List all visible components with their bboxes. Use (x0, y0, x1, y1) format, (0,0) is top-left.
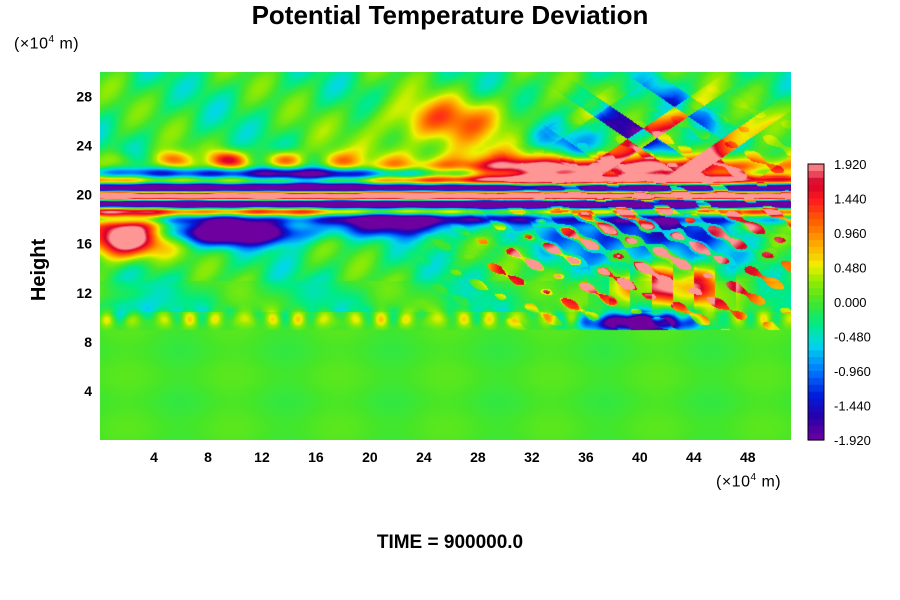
y-tick-label: 12 (76, 285, 92, 301)
colorbar-segment (808, 433, 824, 441)
y-tick-label: 20 (76, 187, 92, 203)
colorbar-segment (808, 281, 824, 289)
x-tick-label: 12 (254, 449, 270, 465)
colorbar-segment (808, 253, 824, 262)
x-tick-label: 20 (362, 449, 378, 465)
x-tick-label: 36 (578, 449, 594, 465)
colorbar-segment (808, 288, 824, 296)
x-axis-unit: (×104 m) (716, 472, 782, 491)
colorbar-segment (808, 350, 824, 358)
y-tick-label: 28 (76, 89, 92, 105)
temperature-field-heatmap (100, 72, 791, 440)
x-tick-label: 24 (416, 449, 432, 465)
colorbar-segment (808, 364, 824, 372)
colorbar-segment (808, 308, 824, 317)
x-tick-label: 8 (204, 449, 212, 465)
colorbar-segment (808, 184, 824, 193)
colorbar-segment (808, 267, 824, 275)
y-tick-label: 8 (84, 334, 92, 350)
colorbar-tick-label: 0.000 (834, 295, 867, 310)
x-tick-label: 4 (150, 449, 158, 465)
colorbar-tick-label: 0.480 (834, 261, 867, 276)
colorbar-tick-label: 0.960 (834, 226, 867, 241)
colorbar-segment (808, 357, 824, 365)
colorbar-tick-label: -0.960 (834, 364, 871, 379)
colorbar-tick-label: -1.440 (834, 399, 871, 414)
colorbar-tick-label: 1.440 (834, 192, 867, 207)
colorbar-segment (808, 405, 824, 413)
colorbar-segment (808, 233, 824, 241)
colorbar-segment (808, 295, 824, 303)
colorbar-tick-label: -1.920 (834, 433, 871, 448)
colorbar-segment (808, 212, 824, 220)
colorbar-segment (808, 170, 824, 179)
colorbar-segment (808, 315, 824, 324)
y-tick-label: 4 (84, 383, 92, 399)
colorbar-segment (808, 384, 824, 393)
x-tick-label: 28 (470, 449, 486, 465)
colorbar-tick-label: 1.920 (834, 157, 867, 172)
time-label: TIME = 900000.0 (376, 532, 524, 553)
colorbar-segment (808, 164, 824, 172)
colorbar-segment (808, 398, 824, 407)
x-tick-label: 44 (686, 449, 702, 465)
x-tick-label: 48 (740, 449, 756, 465)
colorbar-segment (808, 302, 824, 310)
y-tick-label: 16 (76, 236, 92, 252)
colorbar-segment (808, 391, 824, 400)
colorbar-segment (808, 246, 824, 255)
colorbar-segment (808, 419, 824, 427)
colorbar-segment (808, 205, 824, 213)
colorbar-segment (808, 198, 824, 206)
colorbar-segment (808, 274, 824, 282)
colorbar-segment (808, 412, 824, 420)
colorbar-segment (808, 336, 824, 344)
x-tick-label: 16 (308, 449, 324, 465)
colorbar-segment (808, 329, 824, 338)
colorbar-segment (808, 371, 824, 379)
colorbar-segment (808, 219, 824, 227)
colorbar-segment (808, 426, 824, 434)
x-tick-label: 40 (632, 449, 648, 465)
colorbar-segment (808, 260, 824, 269)
colorbar-segment (808, 343, 824, 351)
y-axis-unit: (×104 m) (14, 34, 80, 53)
colorbar-segment (808, 191, 824, 200)
colorbar-segment (808, 377, 824, 386)
colorbar-segment (808, 177, 824, 186)
colorbar-segment (808, 239, 824, 248)
colorbar-segment (808, 322, 824, 331)
colorbar-segment (808, 226, 824, 234)
x-tick-label: 32 (524, 449, 540, 465)
chart-title: Potential Temperature Deviation (251, 0, 649, 30)
y-axis-label: Height (28, 238, 50, 302)
colorbar-tick-label: -0.480 (834, 330, 871, 345)
colorbar-frame (807, 163, 825, 441)
y-tick-label: 24 (76, 138, 92, 154)
